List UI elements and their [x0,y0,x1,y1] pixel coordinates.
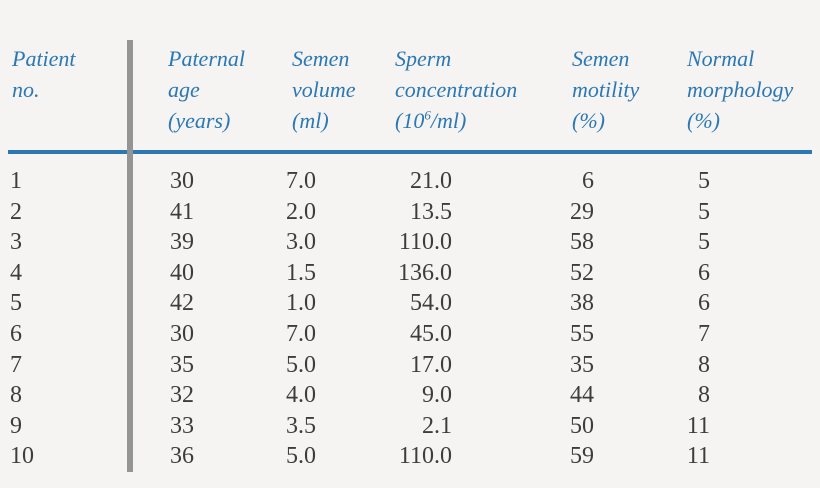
cell-paternal-age: 35 [170,351,194,378]
column-header-semen-volume: Semen volume (ml) [292,43,356,136]
cell-normal-morphology: 8 [698,382,710,409]
table-row: 9 33 3.5 2.1 50 11 [0,411,820,442]
header-line: Semen [292,46,350,71]
column-header-sperm-concentration: Sperm concentration (106/ml) [395,43,517,136]
table-row: 5 42 1.0 54.0 38 6 [0,288,820,319]
cell-semen-volume: 2.0 [286,198,316,225]
cell-semen-motility: 44 [570,382,594,409]
cell-normal-morphology: 5 [698,198,710,225]
column-header-normal-morphology: Normal morphology (%) [687,43,793,136]
cell-semen-volume: 5.0 [286,351,316,378]
cell-sperm-concentration: 110.0 [398,443,452,470]
header-line: Semen [572,46,630,71]
cell-semen-motility: 52 [570,259,594,286]
cell-sperm-concentration: 21.0 [410,168,452,194]
cell-semen-volume: 4.0 [286,382,316,409]
cell-normal-morphology: 8 [698,351,710,378]
cell-patient-no: 3 [10,229,22,256]
table-row: 6 30 7.0 45.0 55 7 [0,319,820,350]
cell-patient-no: 7 [10,351,22,378]
cell-paternal-age: 30 [170,320,194,347]
cell-patient-no: 10 [10,443,34,470]
cell-sperm-concentration: 110.0 [398,229,452,256]
cell-patient-no: 4 [10,259,22,286]
cell-semen-motility: 59 [570,443,594,470]
cell-semen-volume: 3.5 [286,412,316,439]
cell-paternal-age: 42 [170,290,194,317]
cell-patient-no: 8 [10,382,22,409]
header-line: age [168,77,200,102]
cell-paternal-age: 30 [170,168,194,194]
cell-sperm-concentration: 13.5 [410,198,452,225]
header-line: Normal [687,46,755,71]
cell-semen-volume: 7.0 [286,168,316,194]
cell-normal-morphology: 6 [698,290,710,317]
cell-normal-morphology: 6 [698,259,710,286]
table-row: 1 30 7.0 21.0 6 5 [0,166,820,197]
cell-sperm-concentration: 17.0 [410,351,452,378]
cell-normal-morphology: 5 [698,168,710,194]
cell-sperm-concentration: 2.1 [422,412,452,439]
cell-patient-no: 6 [10,320,22,347]
header-line: (ml) [292,108,329,133]
cell-semen-volume: 5.0 [286,443,316,470]
header-line: morphology [687,77,794,102]
header-line: no. [12,77,40,102]
cell-semen-volume: 1.0 [286,290,316,317]
cell-semen-volume: 7.0 [286,320,316,347]
cell-patient-no: 2 [10,198,22,225]
cell-normal-morphology: 11 [686,443,710,470]
header-line: (%) [572,108,605,133]
table-row: 10 36 5.0 110.0 59 11 [0,441,820,472]
cell-paternal-age: 36 [170,443,194,470]
cell-paternal-age: 39 [170,229,194,256]
cell-semen-volume: 3.0 [286,229,316,256]
cell-sperm-concentration: 54.0 [410,290,452,317]
table-row: 2 41 2.0 13.5 29 5 [0,197,820,228]
header-line: (%) [687,108,720,133]
cell-semen-motility: 35 [570,351,594,378]
cell-semen-motility: 29 [570,198,594,225]
cell-paternal-age: 33 [170,412,194,439]
cell-semen-motility: 50 [570,412,594,439]
column-header-semen-motility: Semen motility (%) [572,43,639,136]
cell-paternal-age: 41 [170,198,194,225]
header-line: (106/ml) [395,107,467,133]
cell-patient-no: 9 [10,412,22,439]
cell-semen-motility: 55 [570,320,594,347]
cell-semen-volume: 1.5 [286,259,316,286]
cell-patient-no: 5 [10,290,22,317]
header-line: (years) [168,108,231,133]
cell-sperm-concentration: 136.0 [398,259,452,286]
header-line: motility [572,77,640,102]
cell-normal-morphology: 7 [698,320,710,347]
cell-normal-morphology: 5 [698,229,710,256]
header-rule-line [8,150,812,154]
cell-paternal-age: 40 [170,259,194,286]
cell-semen-motility: 6 [582,168,594,194]
column-divider-bar [127,40,133,472]
table-body: 1 30 7.0 21.0 6 5 2 41 2.0 13.5 29 5 3 3… [0,166,820,472]
superscript-exponent: 6 [424,107,431,123]
header-line: Sperm [395,46,452,71]
cell-sperm-concentration: 45.0 [410,320,452,347]
cell-patient-no: 1 [10,168,22,194]
cell-paternal-age: 32 [170,382,194,409]
column-header-paternal-age: Paternal age (years) [168,43,245,136]
cell-semen-motility: 58 [570,229,594,256]
column-header-patient-no: Patient no. [12,43,76,105]
table-row: 4 40 1.5 136.0 52 6 [0,258,820,289]
header-line: Patient [12,46,76,71]
table-row: 3 39 3.0 110.0 58 5 [0,227,820,258]
table-row: 7 35 5.0 17.0 35 8 [0,350,820,381]
cell-normal-morphology: 11 [686,412,710,439]
header-line: Paternal [168,46,245,71]
cell-semen-motility: 38 [570,290,594,317]
cell-sperm-concentration: 9.0 [422,382,452,409]
header-line: concentration [395,77,518,102]
table-row: 8 32 4.0 9.0 44 8 [0,380,820,411]
header-line: volume [292,77,356,102]
